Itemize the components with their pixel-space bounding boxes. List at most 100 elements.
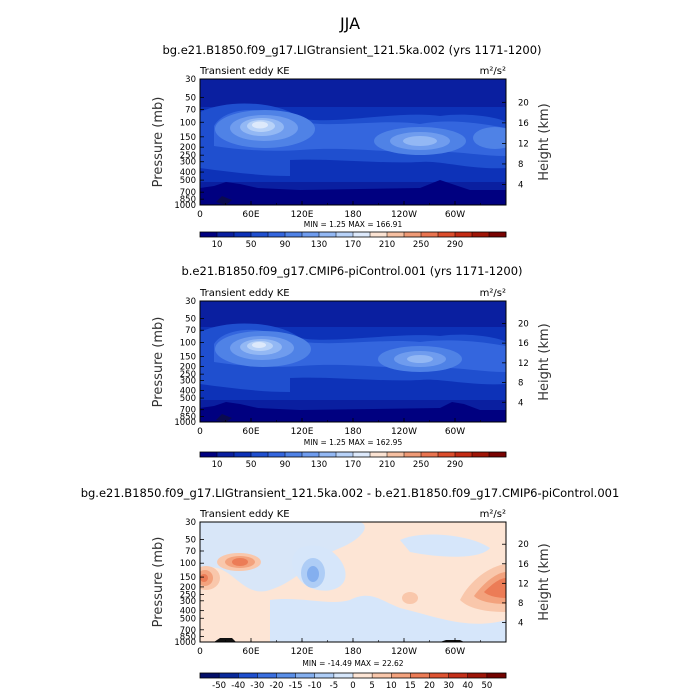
colorbar-swatch	[429, 673, 449, 678]
y-tick-label: 150	[180, 573, 196, 583]
y-tick-label: 700	[180, 406, 196, 416]
colorbar-label: 20	[424, 681, 435, 691]
x-tick-label: 60E	[242, 210, 259, 220]
contour-level	[484, 578, 506, 598]
colorbar-label: 170	[345, 460, 361, 470]
contour-level	[252, 342, 266, 348]
y-axis-label: Pressure (mb)	[151, 537, 166, 628]
y-tick-label: 300	[180, 597, 196, 607]
x-tick-label: 180	[344, 210, 361, 220]
colorbar-swatch	[251, 452, 269, 457]
colorbar-label: -10	[308, 681, 322, 691]
y-tick-label: 100	[180, 118, 196, 128]
contour-level	[200, 574, 208, 582]
contour-level-surface	[200, 402, 506, 422]
colorbar-swatch	[238, 673, 258, 678]
x-tick-label: 120E	[291, 210, 314, 220]
min-max-stats: MIN = -14.49 MAX = 22.62	[302, 659, 403, 668]
x-tick-label: 120W	[391, 427, 417, 437]
colorbar-swatch	[455, 232, 473, 237]
colorbar-swatch	[302, 452, 320, 457]
y2-tick-label: 20	[518, 98, 529, 108]
x-tick-label: 60E	[242, 647, 259, 657]
colorbar-swatch	[472, 452, 490, 457]
units-label: m²/s²	[480, 288, 506, 299]
colorbar-swatch	[234, 232, 252, 237]
colorbar-swatch	[268, 452, 286, 457]
colorbar-swatch	[219, 673, 239, 678]
colorbar-label: 170	[345, 240, 361, 250]
y2-tick-label: 12	[518, 359, 529, 369]
y2-tick-label: 20	[518, 319, 529, 329]
colorbar-swatch	[200, 232, 218, 237]
colorbar-swatch	[353, 452, 371, 457]
y2-tick-label: 8	[518, 379, 523, 389]
x-tick-label: 60W	[445, 427, 465, 437]
x-axis: 0 60E 120E 180 120W 60W	[197, 201, 481, 220]
figure-title: JJA	[339, 14, 360, 33]
min-max-stats: MIN = 1.25 MAX = 162.95	[304, 438, 403, 447]
colorbar-label: 50	[246, 240, 257, 250]
x-tick-label: 60W	[445, 210, 465, 220]
colorbar: 10 50 90 130 170 210 250 290	[199, 231, 507, 250]
topography	[214, 638, 236, 642]
colorbar-swatch	[387, 452, 405, 457]
y-tick-label: 100	[180, 559, 196, 569]
colorbar-swatch	[467, 673, 488, 678]
panel-title: bg.e21.B1850.f09_g17.LIGtransient_121.5k…	[162, 43, 541, 57]
colorbar-swatch	[276, 673, 296, 678]
x-tick-label: 120W	[391, 210, 417, 220]
y-tick-label: 200	[180, 583, 196, 593]
colorbar-swatch	[404, 232, 422, 237]
y-tick-label: 150	[180, 353, 196, 363]
colorbar-swatch	[319, 452, 337, 457]
colorbar-swatch	[410, 673, 430, 678]
x-tick-label: 120E	[291, 427, 314, 437]
units-label: m²/s²	[480, 66, 506, 77]
colorbar-label: -40	[231, 681, 245, 691]
contour-level	[402, 592, 418, 604]
colorbar-swatch	[353, 673, 373, 678]
contour-level	[403, 136, 437, 146]
colorbar-label: 10	[212, 240, 223, 250]
y-tick-label: 70	[185, 547, 196, 557]
colorbar-swatch	[268, 232, 286, 237]
contour-level	[407, 355, 433, 363]
contour-level-upper	[200, 301, 506, 327]
y2-axis-label: Height (km)	[537, 323, 552, 400]
contour-field	[200, 522, 506, 642]
panel-bottom: bg.e21.B1850.f09_g17.LIGtransient_121.5k…	[81, 486, 620, 691]
colorbar-swatch	[314, 673, 335, 678]
colorbar-label: 210	[379, 240, 395, 250]
colorbar-label: 50	[246, 460, 257, 470]
y-tick-label: 200	[180, 143, 196, 153]
panel-title: b.e21.B1850.f09_g17.CMIP6-piControl.001 …	[181, 264, 522, 278]
x-tick-label: 0	[197, 427, 203, 437]
y2-tick-label: 4	[518, 180, 523, 190]
contour-level	[400, 534, 490, 557]
colorbar-label: 250	[413, 240, 429, 250]
y2-axis: 20 16 12 8 4	[502, 319, 529, 408]
y-tick-label: 30	[185, 75, 196, 85]
colorbar-label: 0	[350, 681, 355, 691]
colorbar-swatch	[387, 232, 405, 237]
contour-level	[232, 558, 248, 566]
contour-field	[200, 301, 506, 422]
y2-tick-label: 8	[518, 160, 523, 170]
contour-level	[200, 522, 365, 592]
y-tick-label: 200	[180, 362, 196, 372]
y-tick-label: 150	[180, 133, 196, 143]
y2-tick-label: 16	[518, 339, 529, 349]
colorbar-label: 130	[311, 460, 327, 470]
colorbar-swatch	[372, 673, 392, 678]
x-tick-label: 60W	[445, 647, 465, 657]
colorbar-swatch	[370, 232, 388, 237]
contour-field	[200, 79, 506, 205]
colorbar-label: 250	[413, 460, 429, 470]
y-tick-label: 400	[180, 386, 196, 396]
x-tick-label: 60E	[242, 427, 259, 437]
x-axis: 0 60E 120E 180 120W 60W	[197, 638, 481, 657]
